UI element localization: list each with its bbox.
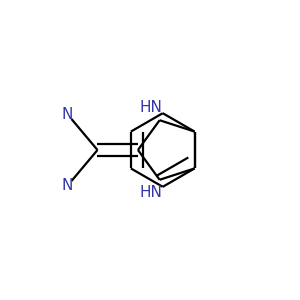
Text: N: N <box>62 178 73 193</box>
Text: N: N <box>62 107 73 122</box>
Text: HN: HN <box>140 184 162 200</box>
Text: HN: HN <box>140 100 162 116</box>
